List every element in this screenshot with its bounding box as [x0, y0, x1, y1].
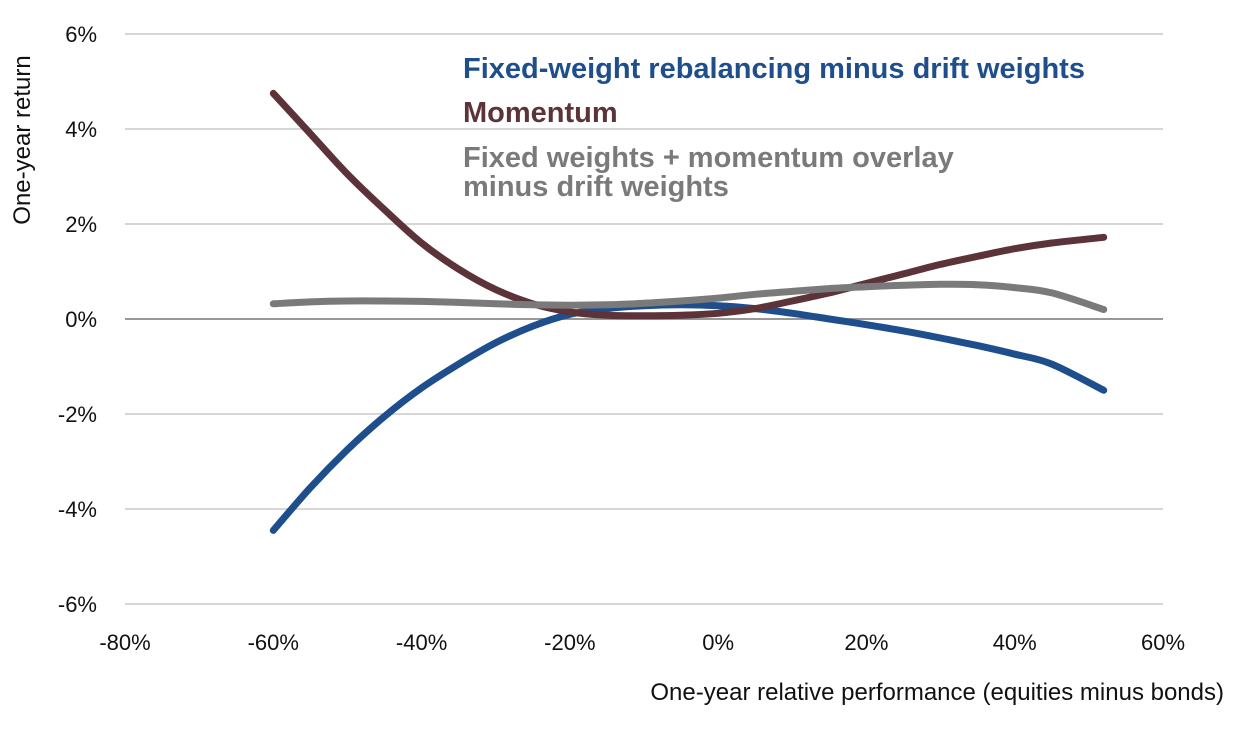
legend-label-fixed-weights-momentum-overlay-line-1: Fixed weights + momentum overlay [463, 142, 954, 174]
y-axis-tick-labels: 6% 4% 2% 0% -2% -4% -6% [58, 22, 97, 617]
y-tick-label: 4% [65, 117, 97, 142]
legend-label-fixed-weights-momentum-overlay-line-2: minus drift weights [463, 171, 729, 203]
x-axis-title: One-year relative performance (equities … [650, 679, 1224, 706]
y-tick-label: -4% [58, 497, 97, 522]
x-tick-label: 20% [844, 630, 888, 655]
x-tick-label: -80% [99, 630, 150, 655]
x-tick-label: -40% [396, 630, 447, 655]
series-line-fixed-weight-rebalancing [269, 301, 1108, 534]
y-tick-label: -6% [58, 592, 97, 617]
y-tick-label: 0% [65, 307, 97, 332]
x-tick-label: 60% [1141, 630, 1185, 655]
x-tick-label: 0% [702, 630, 734, 655]
y-axis-title: One-year return [9, 55, 36, 224]
series-line-momentum [269, 89, 1108, 320]
grid-layer [125, 33, 1163, 605]
y-tick-label: 6% [65, 22, 97, 47]
x-tick-label: -20% [544, 630, 595, 655]
series-line-fixed-weights-momentum-overlay [269, 280, 1108, 313]
legend: Fixed-weight rebalancing minus drift wei… [463, 53, 1085, 203]
legend-label-fixed-weight-rebalancing: Fixed-weight rebalancing minus drift wei… [463, 53, 1085, 85]
legend-label-momentum: Momentum [463, 97, 618, 129]
y-tick-label: -2% [58, 402, 97, 427]
series-layer [269, 89, 1108, 534]
x-tick-label: -60% [248, 630, 299, 655]
y-tick-label: 2% [65, 212, 97, 237]
x-tick-label: 40% [993, 630, 1037, 655]
x-axis-tick-labels: -80% -60% -40% -20% 0% 20% 40% 60% [99, 630, 1185, 655]
